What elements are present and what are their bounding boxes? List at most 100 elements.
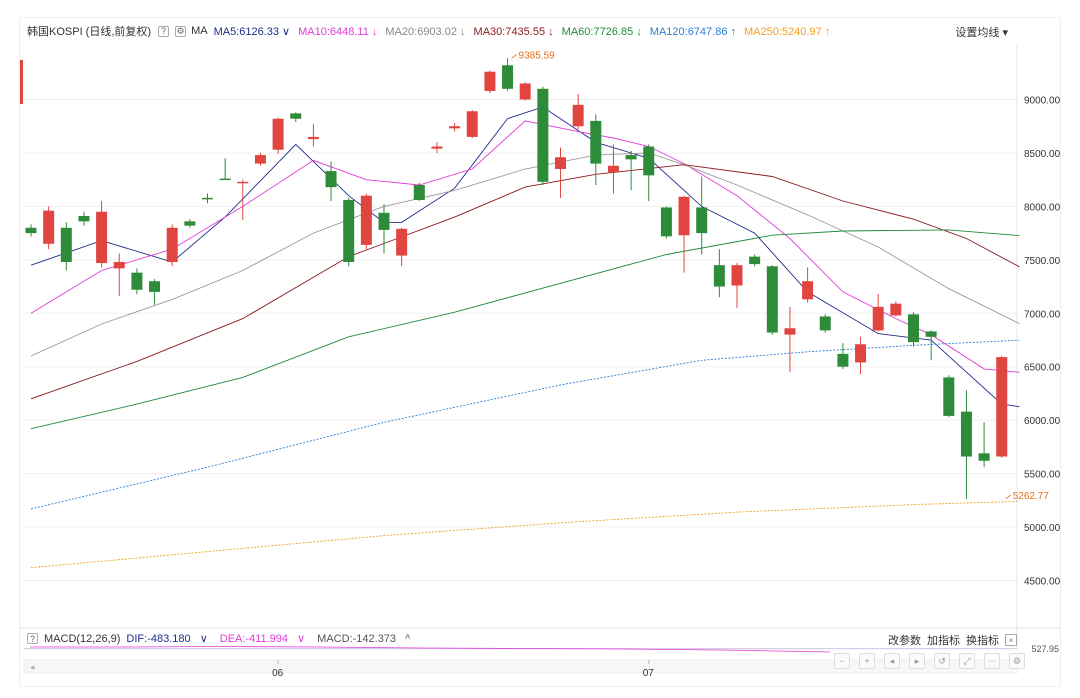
candle-body [413,185,425,200]
candle[interactable] [149,279,161,305]
x-tick-label: 07 [643,668,655,679]
candle[interactable] [802,267,814,303]
scroll-handle-icon[interactable]: ◂ [30,662,35,672]
candle-body [484,71,496,91]
candle[interactable] [449,123,461,132]
fullscreen-button[interactable]: ⤢ [959,653,975,669]
candle[interactable] [78,211,90,226]
candle-body [784,328,796,335]
candle[interactable] [607,144,619,194]
candle[interactable] [343,197,355,267]
candle[interactable] [184,219,196,228]
candle[interactable] [819,314,831,333]
candle[interactable] [325,161,337,202]
candle-body [696,207,708,234]
candle[interactable] [484,70,496,94]
candle-body [307,136,319,140]
candle[interactable] [113,253,125,297]
gear-icon[interactable]: ⚙ [175,25,187,37]
candle[interactable] [996,356,1008,458]
macd-tools: 改参数 加指标 换指标 × [888,632,1017,648]
candle[interactable] [925,330,937,361]
candle[interactable] [855,336,867,375]
scroll-right-button[interactable]: ▸ [909,653,925,669]
candle[interactable] [272,117,284,155]
ma-line-ma30 [30,164,1020,400]
switch-indicator-button[interactable]: 换指标 [966,635,999,647]
chevron-down-icon: ▾ [1002,27,1008,39]
add-indicator-button[interactable]: 加指标 [927,635,960,647]
candle[interactable] [307,124,319,147]
candle[interactable] [749,254,761,267]
candle[interactable] [60,222,72,271]
candle[interactable] [519,82,531,101]
candle-body [837,353,849,367]
candle[interactable] [943,375,955,417]
candle-body [290,113,302,119]
candle[interactable] [360,193,372,250]
candle[interactable] [625,150,637,191]
y-tick-label: 4500.00 [1024,577,1061,588]
help-icon[interactable]: ? [158,25,170,37]
candle[interactable] [131,268,143,295]
candle[interactable] [25,224,37,237]
reset-view-button[interactable]: ↺ [934,653,950,669]
candle[interactable] [466,110,478,138]
candle[interactable] [872,294,884,332]
y-tick-label: 6000.00 [1024,416,1061,427]
ma-settings-button[interactable]: 设置均线 ▾ [955,24,1008,40]
candle-body [925,331,937,337]
ma-value-5: MA120:6747.86 ↑ [649,25,737,38]
candle[interactable] [96,201,108,268]
candle-body [360,195,372,245]
candle[interactable] [378,204,390,254]
candle-body [643,146,655,176]
macd-arrow: ^ [405,632,411,645]
candle[interactable] [237,179,249,221]
zoom-in-button[interactable]: + [859,653,875,669]
ma-toolbar: 韩国KOSPI (日线,前复权) ? ⚙ MA MA5:6126.33 ∨ MA1… [27,23,838,39]
ma-value-2: MA20:6903.02 ↓ [385,25,466,38]
candle[interactable] [766,265,778,335]
candle-body [396,228,408,256]
candle-body [325,171,337,188]
candle[interactable] [555,147,566,198]
candle[interactable] [890,301,902,317]
candle[interactable] [837,343,849,369]
candle[interactable] [254,152,266,166]
candle[interactable] [660,206,672,239]
edit-params-button[interactable]: 改参数 [888,635,921,647]
candle[interactable] [572,94,584,130]
candle[interactable] [290,112,302,122]
candle[interactable] [590,114,602,186]
candle[interactable] [502,58,514,91]
candle[interactable] [166,224,178,267]
candle[interactable] [219,158,231,181]
candle[interactable] [978,422,990,468]
candle[interactable] [960,390,972,499]
settings-button[interactable]: ⚙ [1009,653,1025,669]
macd-help-icon[interactable]: ? [27,633,38,644]
candle[interactable] [784,306,796,373]
candle[interactable] [731,263,743,308]
candle[interactable] [537,86,549,186]
candle[interactable] [713,249,725,298]
candle[interactable] [202,193,213,204]
candle[interactable] [908,312,919,347]
more-button[interactable]: ⋯ [984,653,1000,669]
candle-body [960,411,972,457]
zoom-out-button[interactable]: − [834,653,850,669]
scroll-left-button[interactable]: ◂ [884,653,900,669]
candle[interactable] [678,195,690,273]
candle-body [908,314,919,343]
candle[interactable] [43,206,55,250]
candle-body [184,221,196,226]
candle[interactable] [643,144,655,202]
annotation-pointer [511,53,517,59]
close-icon[interactable]: × [1005,634,1017,646]
candle[interactable] [431,142,443,153]
candle[interactable] [396,227,408,267]
candle[interactable] [413,182,425,202]
candle[interactable] [696,176,708,255]
